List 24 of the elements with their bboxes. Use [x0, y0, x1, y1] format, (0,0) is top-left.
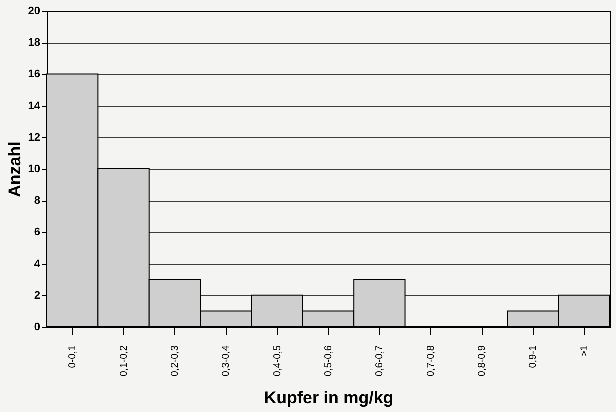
x-tick-label: 0,6-0,7 [374, 345, 386, 377]
x-tick-label: 0,4-0,5 [272, 345, 284, 377]
x-tick-label: 0,1-0,2 [118, 345, 130, 377]
y-tick-label: 16 [28, 68, 40, 81]
y-tick-label: 18 [28, 37, 40, 50]
x-tick-label: 0,2-0,3 [170, 345, 181, 377]
y-tick-label: 2 [34, 290, 40, 302]
y-tick-label: 14 [28, 100, 42, 112]
y-tick-label: 8 [34, 195, 40, 208]
x-tick-label: 0,5-0,6 [324, 345, 334, 377]
x-tick-label: 0-0,1 [68, 345, 79, 368]
x-tick-label: 0,9-1 [528, 345, 540, 368]
y-tick-label: 20 [28, 6, 40, 18]
y-tick-label: 10 [28, 164, 40, 176]
y-tick-label: 6 [34, 226, 40, 239]
y-axis-title: Anzahl [5, 142, 24, 198]
x-tick-label: 0,3-0,4 [221, 345, 232, 377]
x-axis-title: Kupfer in mg/kg [264, 388, 394, 408]
y-tick-label: 4 [34, 258, 42, 270]
x-tick-label: 0,8-0,9 [477, 345, 488, 377]
y-tick-label: 12 [28, 132, 40, 144]
x-tick-label: >1 [579, 345, 590, 357]
y-tick-label: 0 [34, 322, 40, 334]
x-tick-label: 0,7-0,8 [426, 345, 437, 377]
